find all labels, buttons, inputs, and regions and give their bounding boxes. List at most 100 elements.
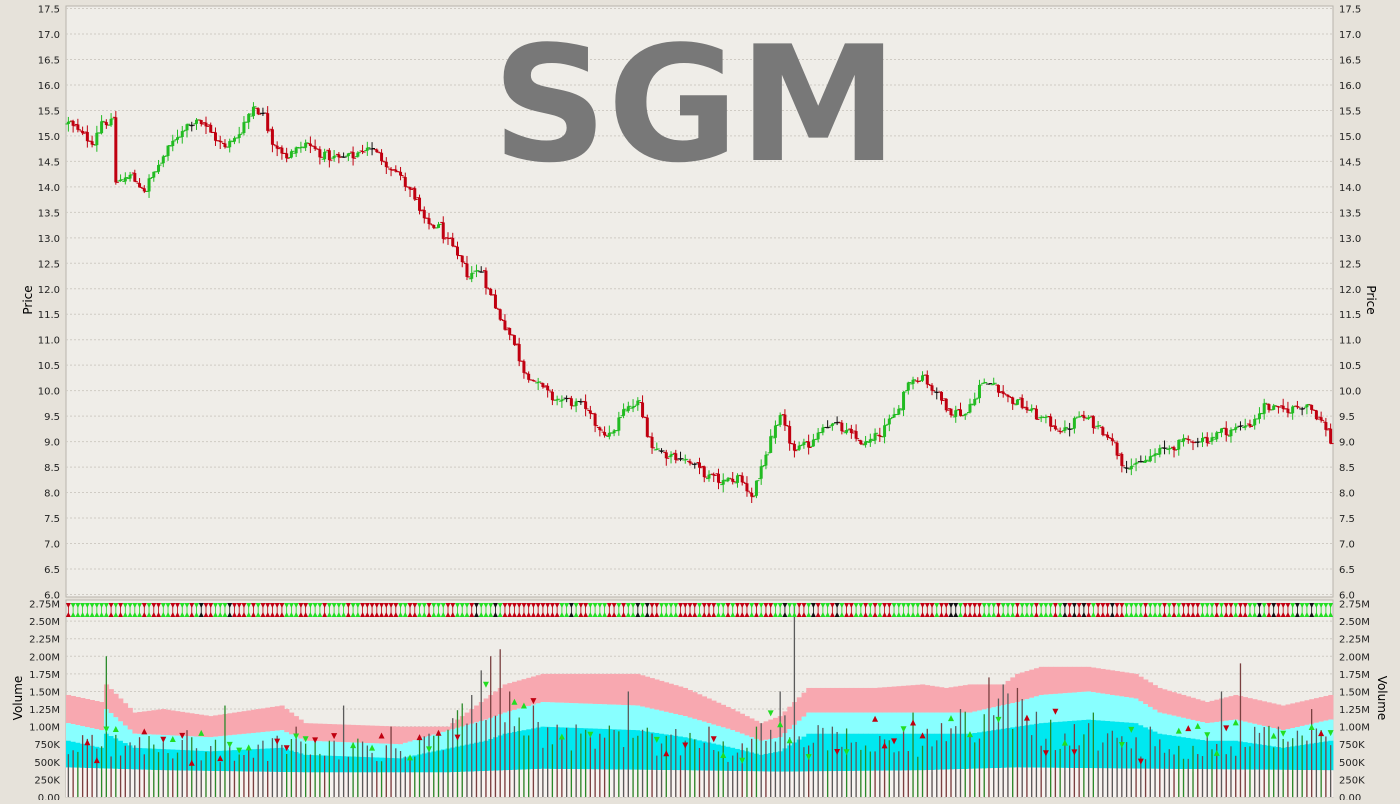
ohlc-bar: [829, 422, 836, 431]
volume-band-mid: [1285, 729, 1291, 748]
volume-band-outer: [597, 673, 603, 705]
volume-band-outer: [592, 673, 598, 704]
volume-band-outer: [184, 712, 190, 737]
ohlc-bar: [65, 116, 72, 132]
ohlc-body: [802, 442, 806, 446]
ohlc-bar: [1313, 409, 1320, 421]
ohlc-bar: [1080, 410, 1087, 422]
volume-band-mid: [246, 733, 252, 750]
ohlc-bar: [1237, 421, 1244, 431]
volume-band-outer: [1257, 700, 1263, 725]
volume-band-outer: [920, 684, 926, 713]
ohlc-body: [455, 246, 459, 256]
volume-band-mid: [84, 727, 91, 745]
volume-band-outer: [1166, 690, 1173, 715]
ohlc-bar: [601, 426, 608, 438]
volume-band-mid: [241, 733, 247, 750]
volume-band-mid: [1323, 720, 1329, 742]
ohlc-body: [1262, 403, 1266, 414]
ohlc-bar: [1033, 405, 1040, 420]
volume-band-inner: [108, 736, 114, 769]
volume-signal-triangle: [1327, 730, 1334, 737]
volume-band-outer: [1152, 685, 1158, 710]
volume-band-outer: [1233, 694, 1239, 720]
price-tick-label-left: 12.5: [38, 259, 60, 270]
ohlc-bar: [1128, 458, 1135, 476]
ohlc-bar: [108, 113, 115, 127]
volume-band-outer: [678, 686, 684, 716]
volume-band-mid: [526, 705, 532, 730]
ohlc-body: [773, 425, 777, 438]
volume-band-mid: [1181, 717, 1187, 738]
ohlc-body: [892, 414, 896, 418]
ohlc-bar: [397, 166, 404, 181]
volume-band-outer: [360, 725, 366, 743]
volume-band-outer: [673, 685, 679, 714]
volume-band-outer: [1285, 704, 1291, 730]
ohlc-body: [1224, 428, 1228, 436]
volume-band-outer: [564, 673, 570, 703]
volume-band-mid: [198, 736, 205, 751]
volume-band-mid: [564, 702, 570, 728]
volume-band-mid: [972, 711, 978, 733]
volume-band-outer: [820, 687, 826, 713]
volume-band-mid: [1200, 722, 1206, 741]
price-tick-label-right: 9.0: [1339, 438, 1355, 449]
ohlc-bar: [677, 451, 684, 462]
volume-band-mid: [716, 725, 722, 745]
volume-band-mid: [1228, 720, 1234, 741]
volume-band-mid: [1280, 730, 1286, 748]
price-tick-label-right: 12.0: [1339, 285, 1361, 296]
volume-band-outer: [1100, 668, 1106, 694]
volume-band-outer: [853, 687, 859, 713]
ohlc-bar: [497, 308, 504, 322]
ohlc-body: [531, 380, 535, 382]
volume-band-outer: [1190, 697, 1196, 720]
volume-signal-triangle: [188, 759, 195, 766]
ohlc-bar: [1066, 422, 1073, 437]
volume-band-mid: [573, 703, 579, 728]
volume-band-outer: [1057, 666, 1063, 694]
ohlc-bar: [786, 420, 793, 451]
volume-band-mid: [977, 710, 983, 733]
volume-tick-label-right: 2.50M: [1339, 617, 1370, 628]
volume-band-outer: [1133, 673, 1139, 699]
ohlc-body: [1219, 428, 1223, 433]
volume-band-outer: [436, 726, 442, 734]
ohlc-bar: [202, 116, 209, 134]
volume-band-mid: [739, 733, 745, 751]
volume-band-mid: [255, 732, 261, 749]
volume-band-outer: [80, 697, 86, 727]
price-tick-label-left: 10.0: [38, 387, 60, 398]
volume-band-outer: [374, 725, 380, 744]
volume-band-outer: [749, 718, 755, 738]
ohlc-body: [76, 124, 80, 130]
volume-band-outer: [1124, 672, 1130, 698]
volume-band-outer: [815, 687, 821, 713]
ohlc-bar: [373, 148, 380, 153]
ohlc-bar: [468, 266, 475, 283]
ohlc-body: [232, 138, 236, 142]
ohlc-body: [527, 373, 531, 380]
ohlc-bar: [701, 465, 708, 483]
ohlc-body: [1305, 404, 1309, 408]
volume-band-mid: [829, 712, 836, 734]
ohlc-body: [954, 410, 958, 417]
volume-band-inner: [1185, 737, 1192, 770]
price-tick-label-right: 8.0: [1339, 489, 1355, 500]
volume-band-outer: [170, 710, 176, 736]
price-tick-label-left: 16.0: [38, 81, 60, 92]
price-tick-label-right: 6.0: [1339, 590, 1355, 601]
ohlc-bar: [331, 150, 338, 162]
ohlc-bar: [720, 473, 727, 493]
volume-band-outer: [1228, 696, 1234, 721]
ohlc-body: [1087, 417, 1091, 419]
ohlc-bar: [1166, 445, 1173, 455]
ohlc-body: [878, 435, 882, 437]
volume-signal-triangle: [179, 732, 186, 739]
volume-band-outer: [1076, 666, 1082, 693]
ohlc-bar: [198, 119, 205, 127]
volume-band-outer: [279, 705, 285, 731]
ohlc-body: [840, 422, 844, 432]
